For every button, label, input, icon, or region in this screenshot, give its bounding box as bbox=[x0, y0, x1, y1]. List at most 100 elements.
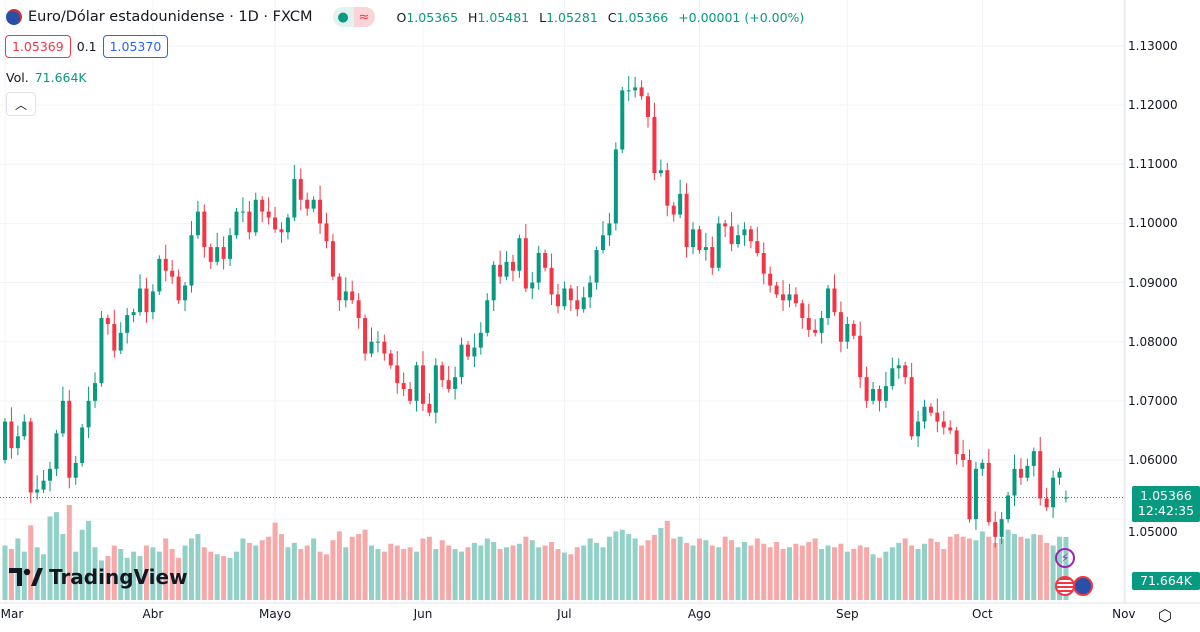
candle bbox=[620, 86, 625, 154]
collapse-legend-button[interactable]: ︿ bbox=[6, 92, 36, 116]
volume-bar bbox=[825, 545, 831, 600]
volume-bar bbox=[606, 536, 612, 600]
candle bbox=[549, 253, 554, 306]
candle-body bbox=[266, 211, 271, 218]
candle-body bbox=[330, 241, 335, 277]
candle-body bbox=[890, 368, 895, 387]
candle-body bbox=[324, 223, 329, 242]
spread-value: 0.1 bbox=[76, 39, 97, 54]
candle bbox=[742, 222, 747, 246]
volume-bar bbox=[304, 545, 310, 600]
volume-bar bbox=[66, 505, 72, 600]
volume-bar bbox=[921, 543, 927, 600]
candle bbox=[459, 337, 464, 385]
volume-legend[interactable]: Vol. 71.664K bbox=[6, 70, 87, 85]
candle-body bbox=[883, 386, 888, 401]
volume-bar bbox=[272, 522, 278, 600]
volume-bar bbox=[1005, 529, 1011, 600]
candle-body bbox=[517, 238, 522, 271]
candle-body bbox=[388, 353, 393, 366]
candle-body bbox=[941, 421, 946, 428]
volume-bar bbox=[639, 545, 645, 600]
candle-body bbox=[723, 223, 728, 227]
candle bbox=[883, 371, 888, 408]
candle-body bbox=[877, 389, 882, 401]
candle-body bbox=[562, 288, 567, 307]
candle bbox=[819, 310, 824, 344]
candle-body bbox=[150, 291, 155, 313]
candle-body bbox=[999, 519, 1004, 537]
market-open-icon[interactable]: ● bbox=[332, 7, 354, 27]
volume-bar bbox=[613, 531, 619, 600]
candle bbox=[3, 417, 7, 464]
settings-hexagon-icon[interactable]: ⬡ bbox=[1158, 606, 1172, 625]
candle bbox=[305, 192, 310, 216]
candle-body bbox=[530, 282, 535, 289]
candle-body bbox=[973, 468, 978, 520]
candle bbox=[453, 366, 458, 400]
symbol-title[interactable]: Euro/Dólar estadounidense · 1D · FXCM bbox=[28, 9, 313, 25]
candle bbox=[433, 358, 438, 424]
candle-body bbox=[369, 341, 374, 354]
us-flag-event-icon[interactable] bbox=[1055, 576, 1075, 596]
candle-body bbox=[504, 261, 509, 277]
lightning-event-icon[interactable]: ⚡ bbox=[1055, 548, 1075, 568]
candle-body bbox=[832, 288, 837, 313]
status-chips[interactable]: ● ≈ bbox=[332, 7, 375, 27]
candle bbox=[150, 284, 155, 320]
candle bbox=[536, 245, 541, 290]
volume-bar bbox=[864, 547, 870, 600]
candle-body bbox=[363, 318, 368, 354]
candle bbox=[748, 225, 753, 249]
volume-bar bbox=[98, 560, 104, 600]
volume-bar bbox=[542, 545, 548, 600]
candle bbox=[523, 224, 528, 293]
tradingview-logo-text: TradingView bbox=[49, 565, 188, 589]
candle-body bbox=[144, 288, 149, 313]
volume-bar bbox=[330, 540, 336, 600]
candle-body bbox=[350, 291, 355, 301]
low-value: 1.05281 bbox=[546, 9, 598, 25]
sell-button[interactable]: 1.05369 bbox=[5, 35, 71, 58]
volume-bar bbox=[979, 531, 985, 600]
volume-bar bbox=[176, 557, 182, 600]
tradingview-logo[interactable]: TradingView bbox=[9, 565, 188, 589]
candle bbox=[279, 222, 284, 243]
volume-bar bbox=[137, 556, 143, 600]
volume-bar bbox=[1044, 542, 1050, 600]
last-price-label: 1.05366 12:42:35 bbox=[1132, 486, 1200, 522]
candle bbox=[993, 511, 998, 548]
candle-body bbox=[1031, 451, 1036, 466]
candle-body bbox=[401, 383, 406, 390]
candle bbox=[285, 213, 290, 240]
candle-body bbox=[594, 250, 599, 283]
candle-body bbox=[652, 116, 657, 174]
candle-body bbox=[691, 229, 696, 248]
eu-flag-event-icon[interactable] bbox=[1073, 576, 1093, 596]
candle-body bbox=[922, 406, 927, 422]
candle-body bbox=[871, 389, 876, 401]
volume-bar bbox=[934, 541, 940, 600]
volume-bar bbox=[1057, 536, 1063, 600]
candle-body bbox=[163, 258, 168, 271]
volume-bar bbox=[600, 547, 606, 600]
volume-bar bbox=[1031, 534, 1037, 600]
volume-bar bbox=[92, 547, 98, 600]
candle-body bbox=[73, 462, 78, 478]
price-tick-label: 1.12000 bbox=[1128, 98, 1178, 113]
candle-body bbox=[819, 318, 824, 333]
volume-bar bbox=[124, 557, 130, 600]
candle bbox=[755, 226, 760, 257]
indicator-icon[interactable]: ≈ bbox=[353, 7, 375, 27]
candle bbox=[864, 366, 869, 408]
volume-bar bbox=[41, 554, 47, 600]
candle-body bbox=[646, 96, 650, 117]
volume-bar bbox=[375, 549, 381, 600]
volume-bar bbox=[651, 534, 657, 600]
buy-button[interactable]: 1.05370 bbox=[102, 35, 169, 58]
candle bbox=[183, 281, 188, 311]
candle-body bbox=[916, 421, 921, 437]
candle bbox=[851, 320, 856, 340]
candle bbox=[999, 512, 1004, 544]
